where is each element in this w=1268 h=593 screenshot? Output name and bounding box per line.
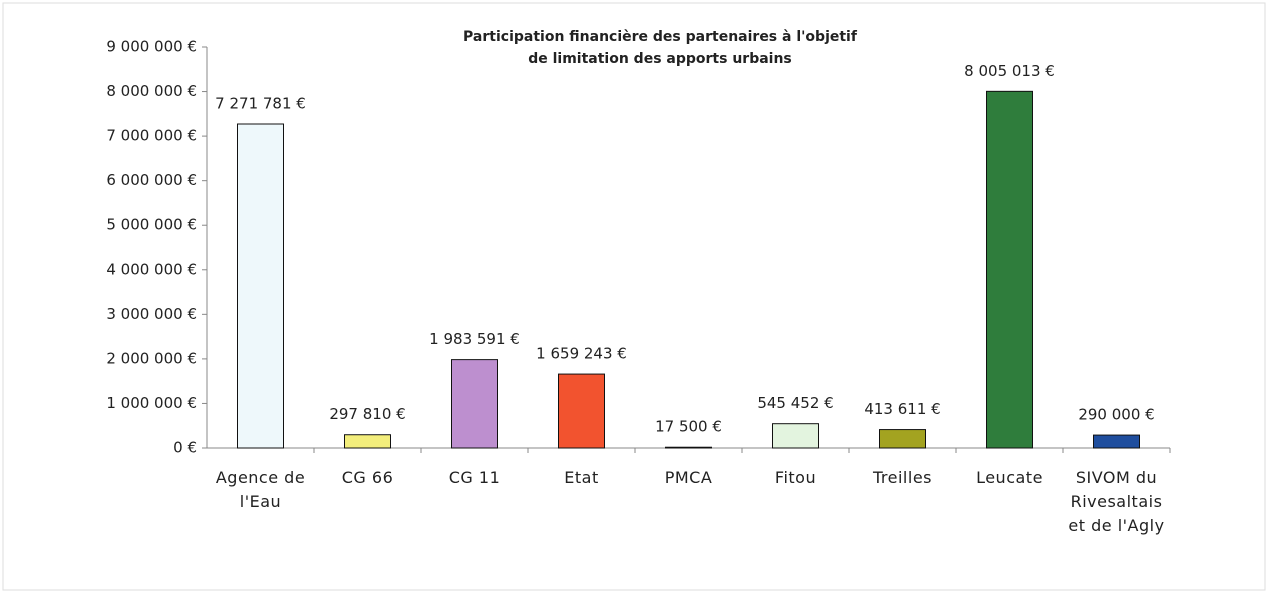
value-label: 8 005 013 € bbox=[964, 62, 1055, 80]
y-tick-label: 2 000 000 € bbox=[106, 349, 197, 367]
y-tick-label: 7 000 000 € bbox=[106, 127, 197, 145]
x-tick-label: CG 66 bbox=[341, 468, 394, 487]
bar bbox=[344, 434, 391, 449]
x-tick-label: SIVOM du Rivesaltais et de l'Agly bbox=[1068, 468, 1165, 535]
bar bbox=[879, 429, 926, 449]
y-tick-label: 9 000 000 € bbox=[106, 38, 197, 56]
value-label: 1 659 243 € bbox=[536, 345, 627, 363]
bar bbox=[665, 446, 712, 449]
bar bbox=[237, 123, 284, 449]
x-tick-label: Etat bbox=[564, 468, 599, 487]
x-tick-label: PMCA bbox=[664, 468, 713, 487]
value-label: 545 452 € bbox=[757, 394, 833, 412]
x-tick-label: Leucate bbox=[976, 468, 1043, 487]
x-tick-label: CG 11 bbox=[448, 468, 501, 487]
y-tick-label: 4 000 000 € bbox=[106, 260, 197, 278]
value-label: 290 000 € bbox=[1078, 406, 1154, 424]
x-tick-label: Treilles bbox=[872, 468, 932, 487]
y-tick-label: 5 000 000 € bbox=[106, 216, 197, 234]
value-label: 297 810 € bbox=[329, 405, 405, 423]
y-tick-label: 0 € bbox=[173, 439, 197, 457]
y-tick-label: 8 000 000 € bbox=[106, 82, 197, 100]
chart-title: Participation financière des partenaires… bbox=[463, 29, 857, 67]
value-label: 1 983 591 € bbox=[429, 330, 520, 348]
y-tick-label: 6 000 000 € bbox=[106, 171, 197, 189]
bar bbox=[772, 423, 819, 449]
y-tick-label: 3 000 000 € bbox=[106, 305, 197, 323]
x-tick-label: Agence de l'Eau bbox=[215, 468, 306, 511]
x-tick-label: Fitou bbox=[774, 468, 817, 487]
value-label: 17 500 € bbox=[655, 418, 722, 436]
bar bbox=[558, 373, 605, 449]
bar bbox=[1093, 434, 1140, 449]
value-label: 413 611 € bbox=[864, 400, 940, 418]
y-tick-label: 1 000 000 € bbox=[106, 394, 197, 412]
bar bbox=[451, 359, 498, 449]
bar bbox=[986, 90, 1033, 449]
value-label: 7 271 781 € bbox=[215, 95, 306, 113]
